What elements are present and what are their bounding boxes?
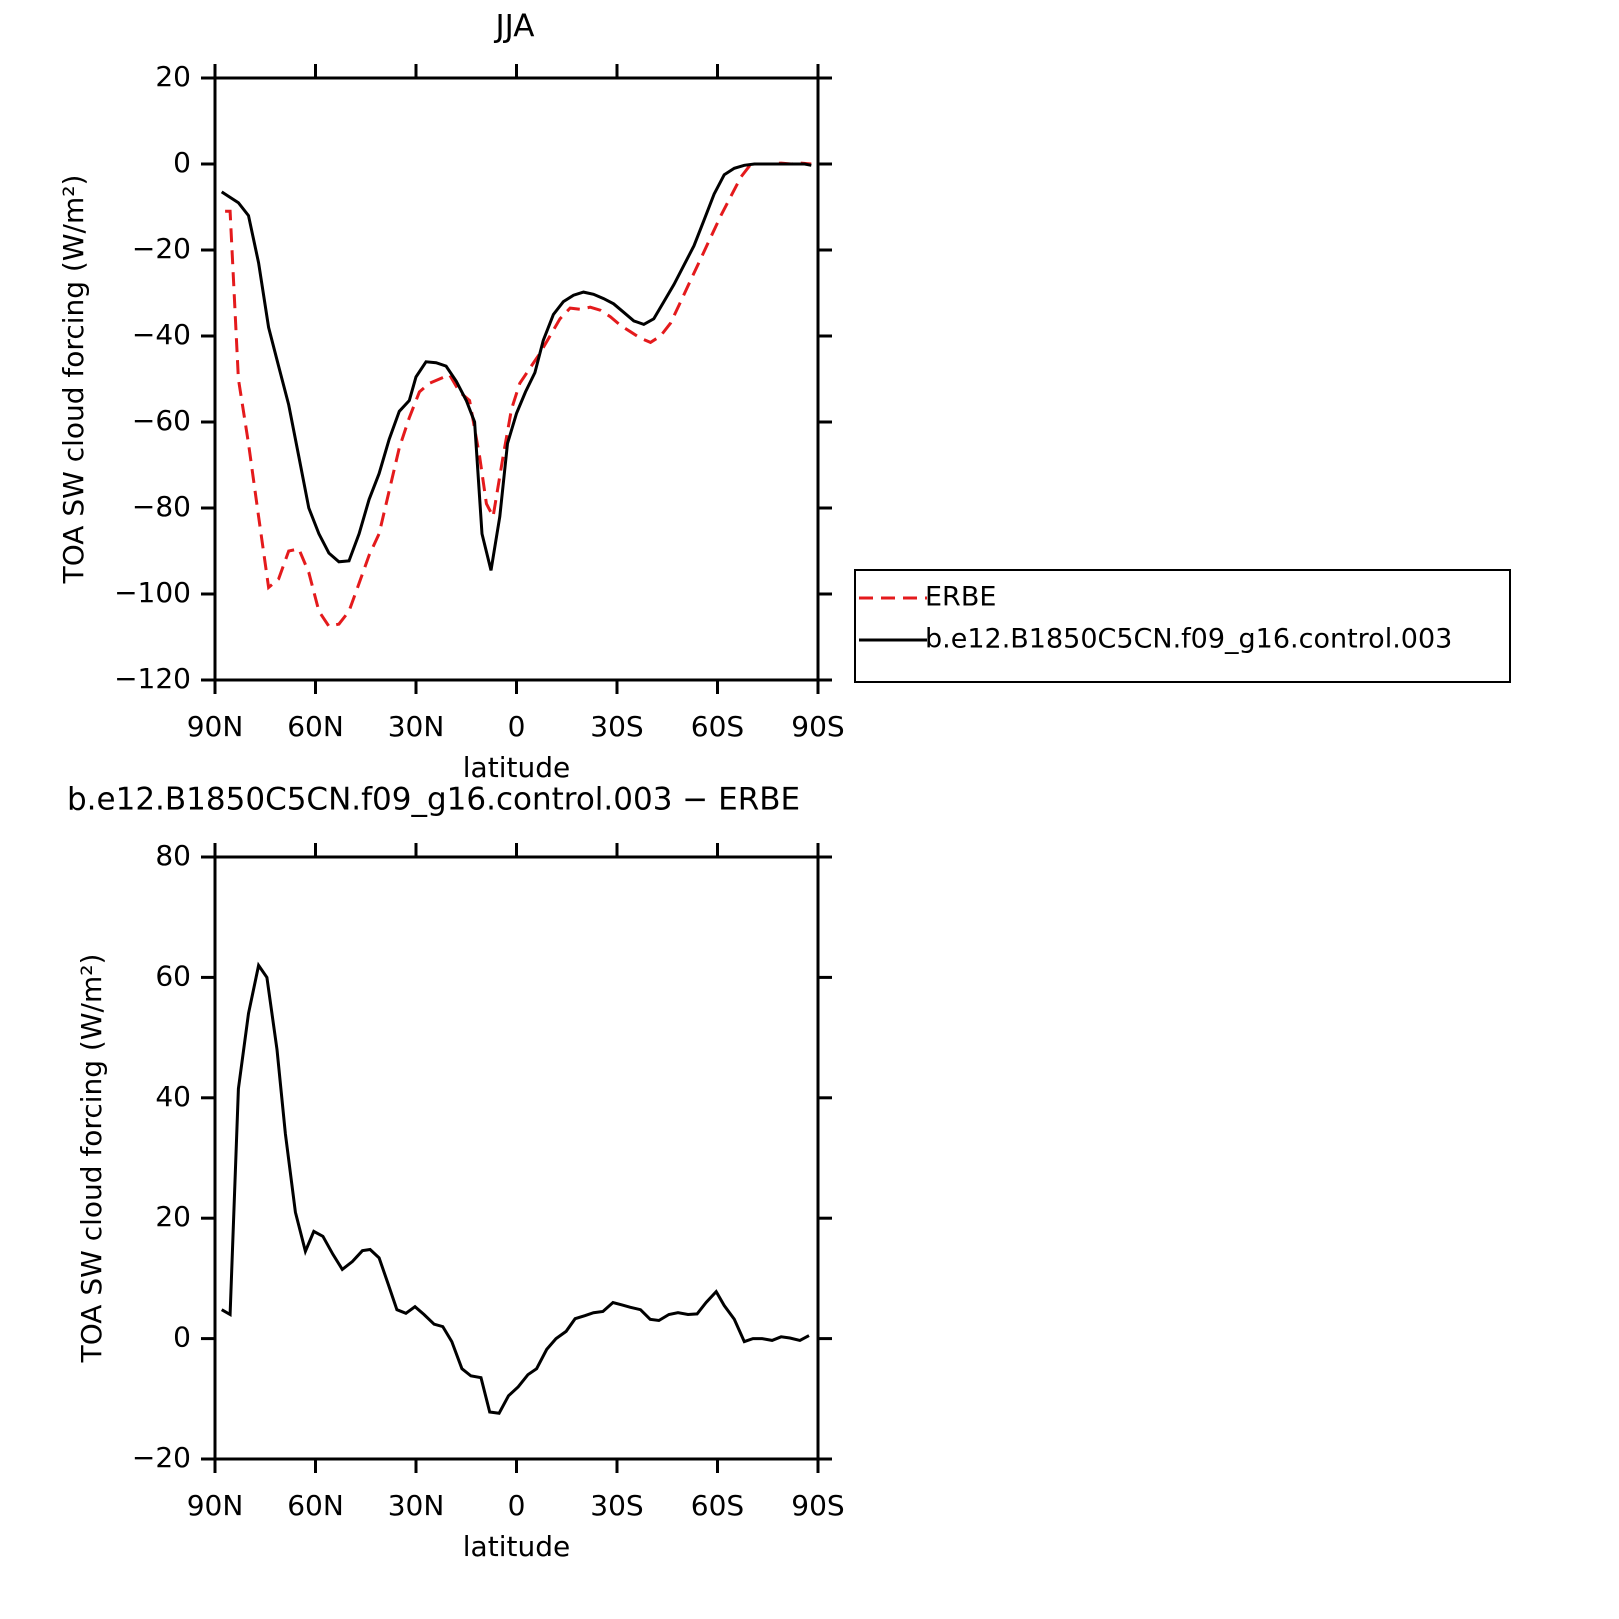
y-tick-label: 20 xyxy=(155,1200,191,1233)
y-tick-label: 80 xyxy=(155,839,191,872)
x-tick-label: 90N xyxy=(187,1489,244,1522)
x-tick-label: 90N xyxy=(187,710,244,743)
y-tick-label: 20 xyxy=(155,60,191,93)
y-tick-label: 0 xyxy=(173,146,191,179)
x-tick-label: 0 xyxy=(508,1489,526,1522)
x-tick-label: 60S xyxy=(691,710,744,743)
y-tick-label: −40 xyxy=(132,318,191,351)
plot-frame xyxy=(213,855,820,1461)
y-tick-label: 40 xyxy=(155,1080,191,1113)
chart-title: JJA xyxy=(494,9,535,45)
data-line xyxy=(225,161,812,628)
x-tick-label: 60N xyxy=(287,1489,344,1522)
x-tick-label: 30N xyxy=(388,710,445,743)
y-tick-label: −80 xyxy=(132,490,191,523)
y-tick-label: −100 xyxy=(114,576,191,609)
x-tick-label: 30S xyxy=(590,1489,643,1522)
y-axis-label: TOA SW cloud forcing (W/m²) xyxy=(75,954,108,1364)
x-tick-label: 90S xyxy=(791,1489,844,1522)
x-axis-label: latitude xyxy=(463,1530,570,1563)
y-axis-label: TOA SW cloud forcing (W/m²) xyxy=(57,175,90,585)
x-tick-label: 90S xyxy=(791,710,844,743)
y-tick-label: −120 xyxy=(114,662,191,695)
x-axis-label: latitude xyxy=(463,751,570,784)
x-tick-label: 60S xyxy=(691,1489,744,1522)
x-tick-label: 60N xyxy=(287,710,344,743)
x-tick-label: 30S xyxy=(590,710,643,743)
legend-box xyxy=(854,569,1511,683)
y-tick-label: −20 xyxy=(132,232,191,265)
y-tick-label: −60 xyxy=(132,404,191,437)
y-tick-label: −20 xyxy=(132,1441,191,1474)
chart-title: b.e12.B1850C5CN.f09_g16.control.003 − ER… xyxy=(67,782,800,818)
x-tick-label: 0 xyxy=(508,710,526,743)
y-tick-label: 0 xyxy=(173,1321,191,1354)
data-line xyxy=(220,162,812,571)
y-tick-label: 60 xyxy=(155,959,191,992)
legend-label: ERBE xyxy=(925,582,996,613)
plot-frame xyxy=(213,76,820,682)
data-line xyxy=(220,961,810,1415)
legend-label: b.e12.B1850C5CN.f09_g16.control.003 xyxy=(925,624,1452,655)
x-tick-label: 30N xyxy=(388,1489,445,1522)
